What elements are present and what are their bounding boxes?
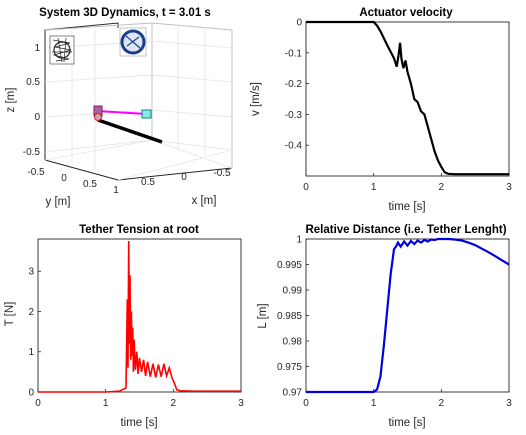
y-ticks: 0 1 2 3 [28,267,41,399]
gridline [44,139,153,153]
gridline [151,74,233,83]
y-axis-label: L [m] [257,303,269,328]
texture-scribble [52,37,72,63]
x-tick-label: 3 [506,182,512,193]
x-tick-label: 2 [439,398,445,409]
y-tick-label: 0.995 [277,260,302,271]
x-tick-label: 0 [303,398,309,409]
x-tick-label: -0.5 [213,168,231,179]
arm-segment [97,118,163,144]
x-tick-label: 0 [181,172,187,183]
y-tick-label: 1 [296,235,302,246]
z-tick-label: 0 [34,112,40,123]
y-axis-label: T [N] [4,302,16,327]
chart-title: Actuator velocity [359,7,453,19]
z-tick-label: 1 [34,43,40,54]
y-tick-label: 1 [113,185,119,196]
y-tick-label: 0.99 [283,286,303,297]
disk-mark [125,35,141,49]
chart-title: Relative Distance (i.e. Tether Lenght) [305,224,506,236]
x-axis-label: time [s] [120,417,157,429]
y-tick-label: -0.1 [285,48,303,59]
x-tick-label: 1 [371,398,377,409]
z-tick-label: 0.5 [26,77,40,88]
gridline [44,74,153,83]
y-ticks: 0.97 0.975 0.98 0.985 0.99 0.995 1 [277,235,309,399]
root-marker [94,113,102,121]
chart-title: Tether Tension at root [79,224,199,236]
x-tick-label: 3 [238,398,244,409]
x-ticks: 0 1 2 3 [303,173,512,193]
y-tick-label: 3 [28,267,34,278]
y-tick-label: 0.975 [277,362,302,373]
x-axis-label: time [s] [388,201,425,213]
x-tick-label: 2 [439,182,445,193]
y-tick-label: 0 [28,388,34,399]
z-tick-label: -0.5 [23,147,41,158]
x-tick-label: 0.5 [141,177,155,188]
plot-frame [37,238,242,393]
gridline [117,149,233,181]
x-ticks: 0.5 0 -0.5 [141,168,231,188]
series-line [306,237,510,394]
y-tick-label: -0.2 [285,79,303,90]
z-axis-label: z [m] [5,88,17,113]
box-y-axis-line [44,159,119,181]
gridline [151,109,233,118]
axes-box [44,22,233,181]
grid-3d [44,25,233,181]
y-tick-label: 2 [28,307,34,318]
z-ticks: 1 0.5 0 -0.5 [23,43,41,158]
y-tick-label: -0.4 [285,141,303,152]
panel-3d-dynamics: System 3D Dynamics, t = 3.01 s [5,7,233,208]
x-tick-label: 0 [35,398,41,409]
x-tick-label: 3 [506,398,512,409]
box-top-edge [44,22,153,31]
x-axis-label: time [s] [388,417,425,429]
gridline [151,40,233,49]
tip-box [141,109,152,119]
y-tick-label: 0.97 [283,388,303,399]
x-tick-label: 0 [303,182,309,193]
panel-tether-tension: Tether Tension at root 0 1 2 3 0 1 2 3 time [s… [4,224,244,429]
y-ticks: -0.5 0 0.5 1 [27,167,119,196]
panel-relative-distance: Relative Distance (i.e. Tether Lenght) 0… [257,224,512,429]
tether-line [97,110,147,115]
y-axis-label: v [m/s] [250,82,262,116]
x-axis-label: x [m] [192,195,217,207]
plot-frame [305,238,510,393]
series-line [306,20,509,176]
series-line [38,240,241,393]
texture-ring [53,41,71,59]
y-tick-label: 0.5 [83,179,97,190]
y-tick-label: 0.985 [277,311,302,322]
y-axis-label: y [m] [46,196,71,208]
panel-actuator-velocity: Actuator velocity 0 -0.1 -0.2 -0.3 -0.4 0 1 2 3… [250,7,512,213]
y-ticks: 0 -0.1 -0.2 -0.3 -0.4 [285,18,309,152]
x-ticks: 0 1 2 3 [303,389,512,409]
x-tick-label: 1 [103,398,109,409]
y-tick-label: -0.5 [27,167,45,178]
gridline [44,139,153,161]
box-x-axis-line [117,167,233,181]
y-tick-label: 1 [28,347,34,358]
y-tick-label: 0 [61,173,67,184]
system-bodies [93,105,163,144]
y-tick-label: 0.98 [283,337,303,348]
disk-image-right [119,27,147,57]
box-back-edge [151,22,233,31]
texture-image-left [49,35,75,65]
x-tick-label: 1 [371,182,377,193]
y-tick-label: 0 [296,18,302,29]
gridline [151,139,233,151]
gridline [151,139,233,169]
x-tick-label: 2 [171,398,177,409]
chart-title: System 3D Dynamics, t = 3.01 s [39,7,211,19]
plot-frame [305,21,510,177]
y-tick-label: -0.3 [285,110,303,121]
